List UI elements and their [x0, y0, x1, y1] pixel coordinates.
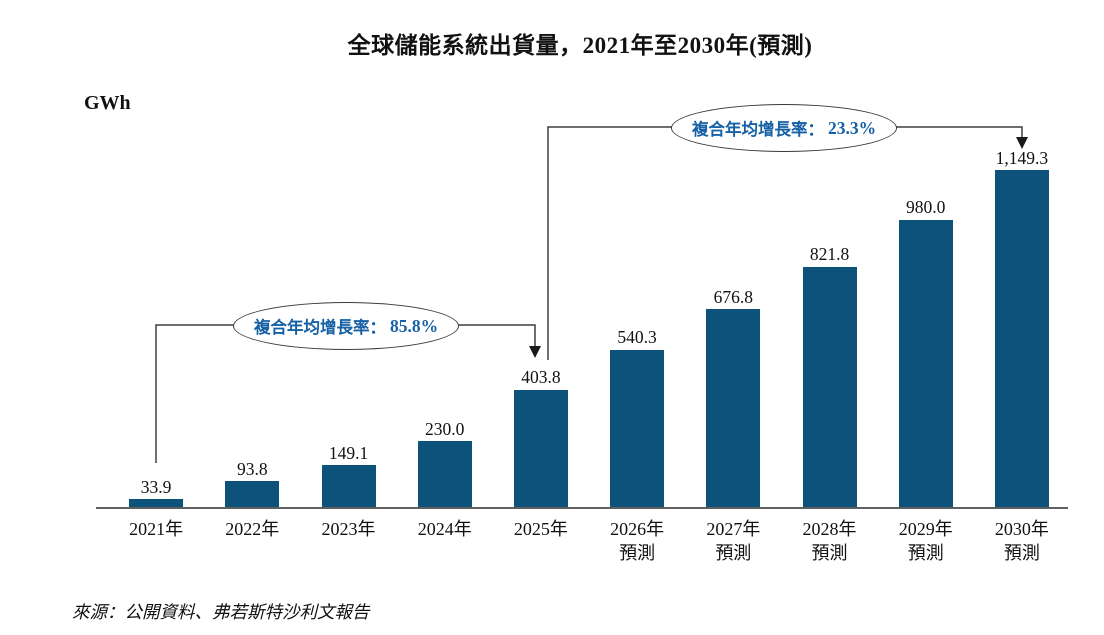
bar-column-2023年: 149.1 [300, 442, 396, 509]
bar-column-2025年: 403.8 [493, 369, 589, 509]
x-tick-label-2022年: 2022年 [225, 519, 280, 539]
bar-value-label: 403.8 [521, 367, 561, 388]
bar-column-2028年: 821.8 [781, 246, 877, 509]
bar-column-2030年: 1,149.3 [974, 147, 1070, 509]
cagr-callout-value: 23.3% [827, 117, 877, 138]
bar-value-label: 1,149.3 [995, 147, 1049, 168]
bar-column-2026年: 540.3 [589, 329, 685, 509]
bar-column-2029年: 980.0 [878, 199, 974, 509]
x-axis-line [96, 507, 1068, 509]
bar-2029年 [898, 219, 953, 509]
bar-2021年 [129, 499, 184, 509]
x-tick-label-2029年: 2029年 預測 [898, 519, 953, 564]
cagr-callout-label: 複合年均增長率： [253, 318, 386, 337]
x-tick-label-2025年: 2025年 [513, 519, 568, 539]
bar-column-2024年: 230.0 [397, 418, 493, 509]
bar-2022年 [225, 481, 280, 509]
bar-value-label: 230.0 [425, 418, 465, 439]
bar-value-label: 676.8 [713, 286, 753, 307]
x-tick-label-2027年: 2027年 預測 [706, 519, 761, 564]
cagr-2-arrowhead-icon [1016, 137, 1028, 149]
bar-value-label: 980.0 [906, 197, 946, 218]
cagr-callout-label: 複合年均增長率： [691, 120, 824, 139]
bar-column-2021年: 33.9 [108, 476, 204, 509]
source-note: 來源：公開資料、弗若斯特沙利文報告 [72, 602, 370, 622]
bar-column-2022年: 93.8 [204, 458, 300, 509]
x-tick-label-2024年: 2024年 [417, 519, 472, 539]
bar-value-label: 149.1 [328, 442, 369, 463]
x-tick-label-2023年: 2023年 [321, 519, 376, 539]
cagr-callout-2025-2030: 複合年均增長率： 23.3% [671, 104, 897, 152]
x-tick-label-2030年: 2030年 預測 [994, 519, 1049, 564]
bar-2026年 [610, 349, 665, 509]
y-axis-unit-label: GWh [84, 92, 131, 114]
bar-2023年 [321, 465, 376, 509]
bar-2028年 [802, 266, 857, 509]
cagr-callout-value: 85.8% [389, 315, 439, 336]
chart-title: 全球儲能系統出貨量，2021年至2030年(預測) [347, 33, 813, 58]
bar-value-label: 821.8 [809, 244, 850, 265]
cagr-2-connector-path [547, 126, 1023, 360]
bar-2030年 [994, 170, 1049, 509]
cagr-1-arrowhead-icon [529, 346, 541, 358]
x-axis-labels: 2021年 2022年 2023年 2024年 2025年 2026年 預測 2027年 預測 2… [108, 517, 1070, 566]
x-tick-label-2028年: 2028年 預測 [802, 519, 857, 564]
bar-2024年 [417, 441, 472, 509]
x-tick-label-2021年: 2021年 [129, 519, 184, 539]
bar-column-2027年: 676.8 [685, 286, 781, 509]
cagr-callout-2021-2025: 複合年均增長率： 85.8% [233, 302, 459, 350]
bar-value-label: 93.8 [236, 458, 268, 479]
bars-area: 33.9 93.8 149.1 230.0 403.8 540.3 676.8 821.8 98… [108, 149, 1070, 509]
bar-value-label: 33.9 [140, 476, 172, 497]
bar-value-label: 540.3 [617, 327, 657, 348]
bar-2025年 [513, 389, 568, 509]
bar-2027年 [706, 309, 761, 509]
x-tick-label-2026年: 2026年 預測 [610, 519, 665, 564]
